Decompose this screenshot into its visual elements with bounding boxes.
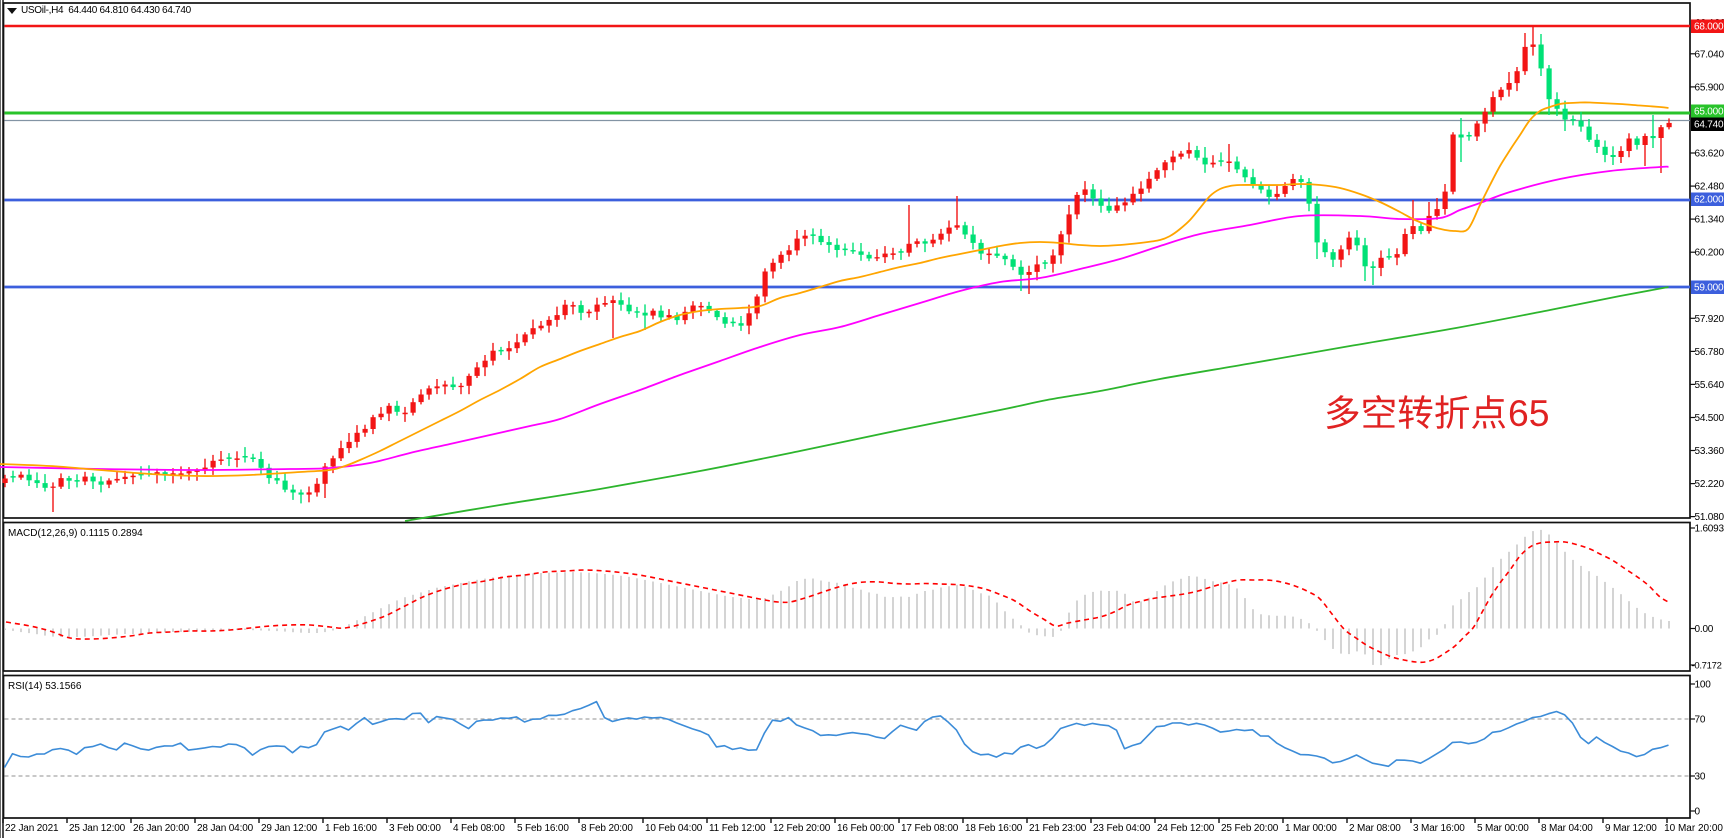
svg-text:MACD(12,26,9) 0.1115 0.2894: MACD(12,26,9) 0.1115 0.2894 (8, 528, 143, 539)
svg-text:67.040: 67.040 (1695, 49, 1724, 60)
svg-text:25 Feb 20:00: 25 Feb 20:00 (1221, 823, 1279, 834)
svg-text:65.000: 65.000 (1694, 107, 1724, 118)
svg-text:23 Feb 04:00: 23 Feb 04:00 (1093, 823, 1151, 834)
svg-text:21 Feb 23:00: 21 Feb 23:00 (1029, 823, 1087, 834)
svg-text:9 Mar 12:00: 9 Mar 12:00 (1605, 823, 1657, 834)
svg-text:2 Mar 08:00: 2 Mar 08:00 (1349, 823, 1401, 834)
svg-text:10 Mar 20:00: 10 Mar 20:00 (1664, 823, 1723, 834)
svg-text:68.000: 68.000 (1694, 22, 1724, 33)
svg-text:60.200: 60.200 (1695, 248, 1724, 259)
svg-text:-0.7172: -0.7172 (1692, 661, 1722, 672)
svg-text:0.00: 0.00 (1695, 624, 1714, 635)
svg-text:RSI(14) 53.1566: RSI(14) 53.1566 (8, 681, 82, 692)
svg-text:0: 0 (1695, 807, 1701, 818)
svg-text:52.220: 52.220 (1695, 479, 1724, 490)
svg-text:100: 100 (1695, 680, 1712, 691)
svg-text:70: 70 (1695, 715, 1706, 726)
svg-text:8 Feb 20:00: 8 Feb 20:00 (581, 823, 633, 834)
svg-text:62.480: 62.480 (1695, 182, 1724, 193)
svg-text:59.000: 59.000 (1694, 283, 1724, 294)
svg-text:17 Feb 08:00: 17 Feb 08:00 (901, 823, 959, 834)
svg-text:30: 30 (1695, 772, 1706, 783)
svg-text:4 Feb 08:00: 4 Feb 08:00 (453, 823, 505, 834)
svg-text:24 Feb 12:00: 24 Feb 12:00 (1157, 823, 1215, 834)
svg-text:62.000: 62.000 (1694, 195, 1724, 206)
svg-text:12 Feb 20:00: 12 Feb 20:00 (773, 823, 831, 834)
svg-text:8 Mar 04:00: 8 Mar 04:00 (1541, 823, 1593, 834)
svg-text:65: 65 (1508, 392, 1550, 434)
svg-text:26 Jan 20:00: 26 Jan 20:00 (133, 823, 190, 834)
svg-text:18 Feb 16:00: 18 Feb 16:00 (965, 823, 1023, 834)
svg-text:USOil-,H4 64.440 64.810 64.43: USOil-,H4 64.440 64.810 64.430 64.740 (21, 5, 192, 16)
svg-text:3 Feb 00:00: 3 Feb 00:00 (389, 823, 441, 834)
svg-text:51.080: 51.080 (1695, 512, 1724, 523)
svg-text:57.920: 57.920 (1695, 314, 1724, 325)
svg-text:25 Jan 12:00: 25 Jan 12:00 (69, 823, 126, 834)
svg-text:11 Feb 12:00: 11 Feb 12:00 (709, 823, 766, 834)
svg-text:63.620: 63.620 (1695, 149, 1724, 160)
svg-text:28 Jan 04:00: 28 Jan 04:00 (197, 823, 254, 834)
svg-text:64.740: 64.740 (1694, 120, 1724, 131)
svg-text:55.640: 55.640 (1695, 380, 1724, 391)
svg-text:1 Feb 16:00: 1 Feb 16:00 (325, 823, 377, 834)
svg-text:61.340: 61.340 (1695, 215, 1724, 226)
svg-text:1 Mar 00:00: 1 Mar 00:00 (1285, 823, 1337, 834)
svg-text:65.900: 65.900 (1695, 82, 1724, 93)
svg-text:3 Mar 16:00: 3 Mar 16:00 (1413, 823, 1465, 834)
svg-text:5 Feb 16:00: 5 Feb 16:00 (517, 823, 569, 834)
svg-text:56.780: 56.780 (1695, 347, 1724, 358)
svg-text:54.500: 54.500 (1695, 413, 1724, 424)
svg-text:16 Feb 00:00: 16 Feb 00:00 (837, 823, 895, 834)
svg-text:5 Mar 00:00: 5 Mar 00:00 (1477, 823, 1529, 834)
svg-text:53.360: 53.360 (1695, 446, 1724, 457)
svg-text:10 Feb 04:00: 10 Feb 04:00 (645, 823, 703, 834)
svg-text:1.6093: 1.6093 (1695, 524, 1724, 535)
svg-text:29 Jan 12:00: 29 Jan 12:00 (261, 823, 318, 834)
svg-text:22 Jan 2021: 22 Jan 2021 (5, 823, 59, 834)
